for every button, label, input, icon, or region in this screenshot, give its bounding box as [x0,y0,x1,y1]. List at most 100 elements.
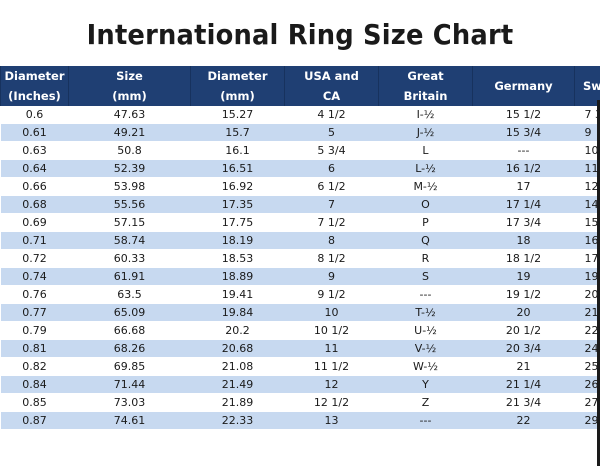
great-britain-cell: W-½ [378,357,473,376]
diameter-mm-cell: 19.41 [190,285,285,304]
diameter-inches-cell: 0.61 [0,123,69,142]
usa-ca-cell: 7 [284,195,379,214]
header-row: Diameter (Inches) Size (mm) Diameter (mm… [0,66,600,106]
header-line: (mm) [112,89,147,103]
germany-cell: 21 [472,357,575,376]
switzerland-cell: 29 [574,411,600,430]
usa-ca-cell: 11 [284,339,379,358]
header-germany: Germany [472,66,575,106]
header-line: Diameter [4,69,65,83]
diameter-inches-cell: 0.72 [0,249,69,268]
germany-cell: 16 1/2 [472,159,575,178]
switzerland-cell: 25 [574,357,600,376]
header-line: Great [407,69,444,83]
table-header: Diameter (Inches) Size (mm) Diameter (mm… [0,66,600,106]
switzerland-cell: 22 [574,321,600,340]
header-line: Diameter [207,69,268,83]
diameter-inches-cell: 0.64 [0,159,69,178]
right-edge-divider [597,100,600,466]
great-britain-cell: U-½ [378,321,473,340]
germany-cell: 21 1/4 [472,375,575,394]
great-britain-cell: O [378,195,473,214]
table-row: 0.68 55.56 17.35 7 O 17 1/4 14 [0,195,600,214]
table-row: 0.61 49.21 15.7 5 J-½ 15 3/4 9 [0,123,600,142]
header-size-mm: Size (mm) [68,66,191,106]
germany-cell: 17 [472,177,575,196]
usa-ca-cell: 5 3/4 [284,141,379,160]
header-line: Switze [583,79,600,93]
usa-ca-cell: 4 1/2 [284,106,379,124]
diameter-inches-cell: 0.66 [0,177,69,196]
diameter-inches-cell: 0.63 [0,141,69,160]
great-britain-cell: Z [378,393,473,412]
header-diameter-mm: Diameter (mm) [190,66,285,106]
table-row: 0.74 61.91 18.89 9 S 19 19 [0,267,600,286]
table-row: 0.69 57.15 17.75 7 1/2 P 17 3/4 15 [0,213,600,232]
size-mm-cell: 58.74 [68,231,191,250]
header-line: (mm) [220,89,255,103]
switzerland-cell: 9 [574,123,600,142]
germany-cell: 19 1/2 [472,285,575,304]
diameter-mm-cell: 21.89 [190,393,285,412]
page-title: International Ring Size Chart [86,18,514,51]
diameter-mm-cell: 20.2 [190,321,285,340]
usa-ca-cell: 9 1/2 [284,285,379,304]
diameter-inches-cell: 0.81 [0,339,69,358]
table-row: 0.79 66.68 20.2 10 1/2 U-½ 20 1/2 22 [0,321,600,340]
table-row: 0.77 65.09 19.84 10 T-½ 20 21 [0,303,600,322]
great-britain-cell: Y [378,375,473,394]
great-britain-cell: L-½ [378,159,473,178]
great-britain-cell: R [378,249,473,268]
size-mm-cell: 68.26 [68,339,191,358]
table-row: 0.63 50.8 16.1 5 3/4 L --- 10 [0,141,600,160]
germany-cell: 15 3/4 [472,123,575,142]
germany-cell: 17 3/4 [472,213,575,232]
diameter-inches-cell: 0.6 [0,106,69,124]
diameter-mm-cell: 22.33 [190,411,285,430]
size-mm-cell: 61.91 [68,267,191,286]
diameter-inches-cell: 0.77 [0,303,69,322]
size-mm-cell: 69.85 [68,357,191,376]
size-mm-cell: 49.21 [68,123,191,142]
header-diameter-inches: Diameter (Inches) [0,66,69,106]
diameter-mm-cell: 18.53 [190,249,285,268]
header-usa-ca: USA and CA [284,66,379,106]
switzerland-cell: 20 [574,285,600,304]
table-row: 0.81 68.26 20.68 11 V-½ 20 3/4 24 [0,339,600,358]
germany-cell: 15 1/2 [472,106,575,124]
germany-cell: 21 3/4 [472,393,575,412]
table-row: 0.71 58.74 18.19 8 Q 18 16 [0,231,600,250]
usa-ca-cell: 10 1/2 [284,321,379,340]
great-britain-cell: M-½ [378,177,473,196]
size-mm-cell: 71.44 [68,375,191,394]
header-line: (Inches) [8,89,61,103]
size-mm-cell: 55.56 [68,195,191,214]
size-mm-cell: 74.61 [68,411,191,430]
germany-cell: --- [472,141,575,160]
usa-ca-cell: 8 [284,231,379,250]
table-row: 0.64 52.39 16.51 6 L-½ 16 1/2 11 [0,159,600,178]
diameter-mm-cell: 15.7 [190,123,285,142]
switzerland-cell: 15 [574,213,600,232]
switzerland-cell: 10 [574,141,600,160]
diameter-mm-cell: 16.1 [190,141,285,160]
header-great-britain: Great Britain [378,66,473,106]
great-britain-cell: L [378,141,473,160]
diameter-inches-cell: 0.87 [0,411,69,430]
diameter-mm-cell: 20.68 [190,339,285,358]
great-britain-cell: P [378,213,473,232]
diameter-mm-cell: 17.75 [190,213,285,232]
germany-cell: 20 1/2 [472,321,575,340]
diameter-mm-cell: 17.35 [190,195,285,214]
size-mm-cell: 60.33 [68,249,191,268]
diameter-mm-cell: 19.84 [190,303,285,322]
switzerland-cell: 7 3 [574,106,600,124]
table-row: 0.84 71.44 21.49 12 Y 21 1/4 26 [0,375,600,394]
ring-size-table: Diameter (Inches) Size (mm) Diameter (mm… [0,66,600,430]
great-britain-cell: T-½ [378,303,473,322]
germany-cell: 20 [472,303,575,322]
table-row: 0.72 60.33 18.53 8 1/2 R 18 1/2 17 [0,249,600,268]
header-line: Germany [494,79,553,93]
usa-ca-cell: 8 1/2 [284,249,379,268]
